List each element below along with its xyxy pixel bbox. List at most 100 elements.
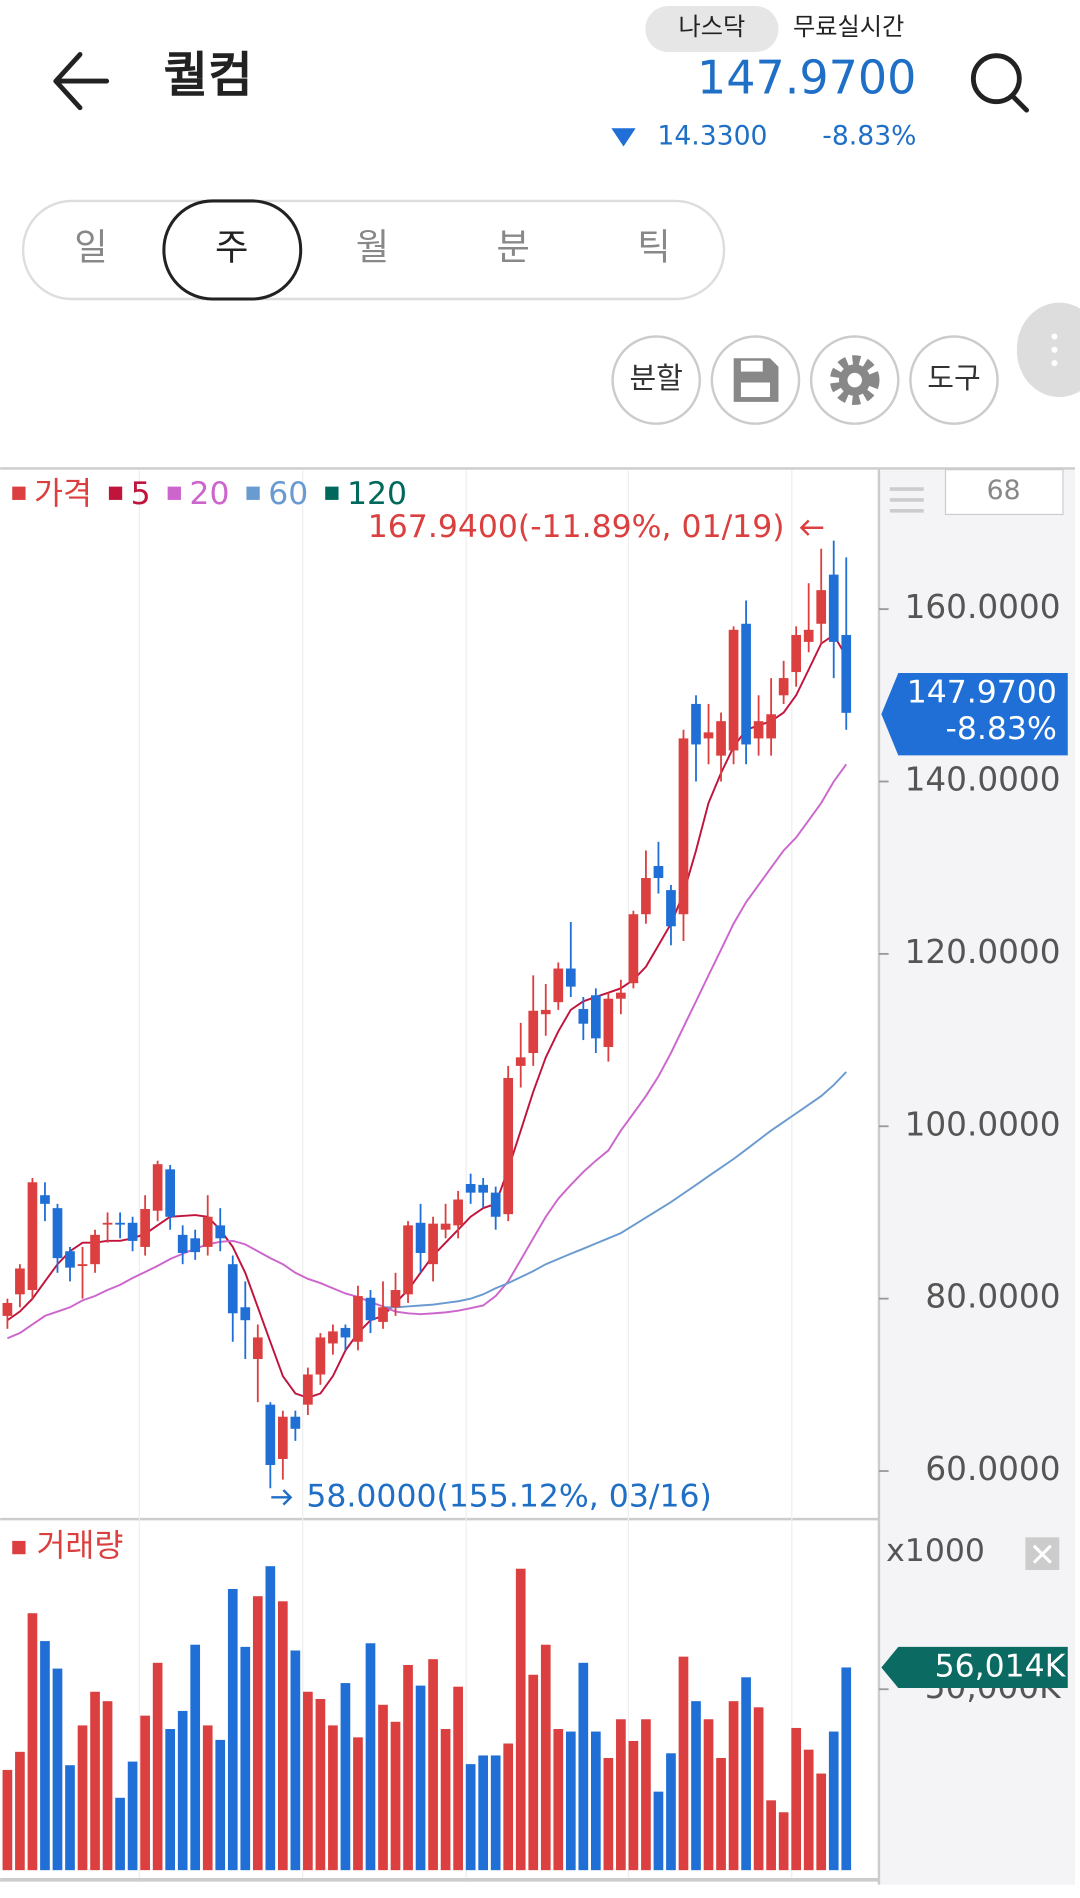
handle-bg — [1016, 302, 1080, 398]
vgrid — [138, 469, 793, 1883]
volume-bar — [290, 1650, 301, 1871]
down-triangle — [611, 128, 636, 147]
candle-body — [666, 890, 676, 927]
tab-label: 틱 — [637, 225, 670, 268]
candle-body — [766, 714, 776, 739]
candle-body — [290, 1416, 301, 1429]
legend-swatch — [167, 486, 181, 500]
tab[interactable]: 분 — [497, 225, 530, 268]
volume-bar — [415, 1685, 426, 1871]
save-icon-part — [740, 382, 770, 398]
volume-title: 거래량 — [36, 1528, 123, 1564]
menu-icon[interactable] — [889, 487, 924, 513]
volume-bar — [628, 1740, 639, 1871]
volume-bar — [841, 1667, 852, 1871]
candle-body — [277, 1416, 288, 1459]
candle-body — [553, 968, 564, 1003]
candle-body — [603, 998, 614, 1047]
tab[interactable]: 틱 — [637, 225, 670, 268]
volume-bar — [540, 1644, 551, 1871]
candle-body — [77, 1264, 88, 1266]
volume-bar — [215, 1739, 226, 1871]
tab[interactable]: 주 — [162, 199, 303, 301]
side-handle[interactable] — [1016, 302, 1080, 398]
volume-bar — [202, 1725, 213, 1871]
volume-bar — [440, 1729, 451, 1871]
candle-body — [152, 1164, 163, 1211]
volume-bar — [265, 1566, 276, 1871]
settings-button[interactable] — [809, 335, 900, 425]
candle-body — [841, 634, 852, 713]
ma-line — [7, 763, 848, 1340]
candle-body — [378, 1307, 388, 1322]
candle-body — [403, 1225, 413, 1295]
volume-bar — [340, 1683, 351, 1871]
candle-body — [453, 1199, 463, 1226]
volume-bar — [603, 1757, 614, 1871]
y-tick-label: 140.0000 — [905, 761, 1061, 799]
volume-bar — [515, 1568, 526, 1871]
button-circle — [909, 335, 999, 425]
candle-body — [165, 1169, 176, 1217]
back-button[interactable] — [53, 52, 110, 111]
volume-swatch — [12, 1540, 26, 1555]
volume-bar — [353, 1737, 363, 1871]
volume-bar — [303, 1691, 313, 1871]
volume-bar — [40, 1641, 50, 1871]
candle-body — [177, 1234, 188, 1253]
save-button[interactable] — [710, 335, 801, 425]
candle-body — [202, 1216, 213, 1247]
volume-bar — [490, 1755, 501, 1871]
candle-body — [365, 1297, 376, 1321]
volume-bar — [778, 1812, 789, 1871]
candle-body — [578, 1009, 589, 1024]
candle-body — [65, 1251, 75, 1268]
candle-body — [27, 1182, 38, 1291]
legend-label: 5 — [131, 476, 151, 512]
search-button[interactable] — [970, 53, 1030, 113]
dot — [1051, 333, 1058, 340]
dot — [1051, 360, 1058, 367]
candle-body — [816, 590, 827, 624]
legend-label: 60 — [268, 476, 308, 512]
close-volume[interactable] — [1025, 1537, 1060, 1570]
y-tick-label: 100.0000 — [905, 1105, 1061, 1143]
candle-body — [15, 1268, 25, 1295]
stock-title: 퀄컴 — [164, 48, 253, 104]
volume-bar — [553, 1729, 564, 1871]
volume-bar — [816, 1773, 827, 1871]
candle-body — [465, 1184, 476, 1193]
candle-body — [703, 732, 714, 739]
volume-bar — [52, 1668, 63, 1871]
tool-button[interactable]: 도구 — [909, 335, 999, 425]
gear-teeth — [829, 355, 880, 405]
candle-body — [2, 1302, 13, 1316]
high-annotation: 167.9400(-11.89%, 01/19) — [368, 509, 785, 545]
save-icon-part — [740, 360, 763, 372]
candle-body — [415, 1222, 426, 1253]
volume-bar — [227, 1588, 238, 1871]
tab[interactable]: 일 — [74, 225, 107, 268]
gear-hole — [847, 372, 862, 388]
candle-body — [791, 634, 802, 673]
tab-label: 월 — [356, 225, 389, 268]
candle-body — [115, 1222, 125, 1225]
candle-body — [340, 1327, 351, 1338]
candle-body — [741, 623, 751, 745]
candle-body — [315, 1337, 326, 1375]
candle-body — [140, 1209, 150, 1247]
candle-body — [678, 738, 689, 915]
split-button[interactable]: 분할 — [611, 335, 701, 425]
tab[interactable]: 월 — [356, 225, 389, 268]
legend-swatch — [108, 486, 123, 500]
volume-bar — [453, 1686, 463, 1871]
close-x — [1032, 1544, 1052, 1564]
legend-swatch — [12, 486, 26, 500]
volume-bar — [77, 1725, 88, 1871]
candle-body — [540, 1009, 551, 1015]
candle-body — [653, 865, 664, 879]
candle-body — [90, 1234, 100, 1265]
candle-body — [691, 703, 701, 745]
count-box — [944, 469, 1064, 516]
candle-body — [40, 1195, 50, 1204]
